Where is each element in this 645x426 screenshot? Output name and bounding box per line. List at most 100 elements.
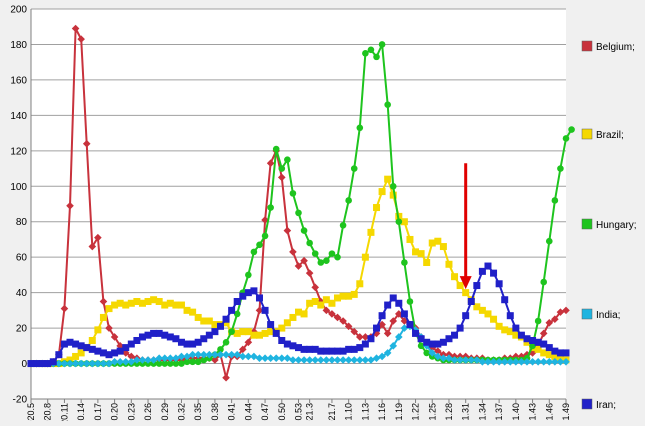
data-point <box>228 306 236 314</box>
data-point <box>205 331 213 339</box>
data-point <box>110 357 119 366</box>
x-tick-label: 2020.5 <box>26 403 36 421</box>
data-point <box>322 347 330 355</box>
data-point <box>373 324 381 332</box>
data-point <box>500 357 509 366</box>
data-point <box>127 340 135 348</box>
data-point <box>60 340 68 348</box>
data-point <box>177 301 185 309</box>
data-point <box>467 298 475 305</box>
data-point <box>540 278 548 286</box>
data-point <box>333 356 342 364</box>
x-tick-label: 2020.11 <box>59 403 69 421</box>
data-point <box>127 352 136 361</box>
data-point <box>501 326 509 334</box>
data-point <box>233 310 241 318</box>
data-point <box>250 352 258 361</box>
data-point <box>105 305 113 313</box>
data-point <box>150 296 158 304</box>
data-point <box>439 243 447 251</box>
data-point <box>412 329 420 337</box>
data-point <box>110 333 119 341</box>
data-point <box>350 165 358 172</box>
y-tick-label: 0 <box>21 359 27 370</box>
data-point <box>417 342 425 350</box>
data-point <box>278 165 286 172</box>
data-point <box>328 250 336 257</box>
data-point <box>33 360 41 368</box>
data-point <box>105 359 113 368</box>
data-point <box>133 356 141 364</box>
data-point <box>250 331 258 339</box>
data-point <box>199 350 208 359</box>
x-tick-label: 2021.40 <box>511 403 521 421</box>
legend-label: Hungary; <box>596 220 637 231</box>
data-point <box>272 354 281 363</box>
x-tick-label: 2020.26 <box>143 403 153 421</box>
data-point <box>283 354 292 363</box>
data-point <box>150 329 158 337</box>
data-point <box>83 344 91 352</box>
data-point <box>284 156 291 163</box>
data-point <box>99 297 108 306</box>
data-point <box>88 242 97 251</box>
data-point <box>428 340 436 348</box>
legend-label: Brazil; <box>596 130 624 141</box>
data-point <box>144 298 152 305</box>
legend-swatch <box>581 398 593 410</box>
data-point <box>506 312 514 320</box>
data-point <box>88 359 97 368</box>
x-tick-label: 2021.16 <box>377 403 387 421</box>
x-tick-label: 2020.17 <box>93 403 103 421</box>
x-tick-label: 2020.14 <box>76 403 86 421</box>
legend-item: Belgium; <box>581 40 635 53</box>
data-point <box>306 299 314 307</box>
data-point <box>462 289 470 297</box>
data-point <box>161 360 169 367</box>
data-point <box>27 360 35 368</box>
x-tick-label: 2021.7 <box>327 403 337 421</box>
data-point <box>166 299 174 307</box>
series-india <box>27 322 570 368</box>
data-point <box>495 280 503 288</box>
data-point <box>378 320 386 329</box>
x-tick-label: 2020.41 <box>227 403 237 421</box>
data-point <box>322 356 331 364</box>
y-tick-label: 180 <box>10 40 27 51</box>
data-point <box>60 304 69 313</box>
data-point <box>55 351 63 359</box>
data-point <box>539 329 548 338</box>
legend-swatch <box>581 40 593 52</box>
x-tick-label: 2021.49 <box>561 403 571 421</box>
data-point <box>334 294 342 302</box>
data-point <box>278 337 286 344</box>
data-point <box>38 360 46 368</box>
data-point <box>278 324 286 332</box>
data-point <box>233 329 241 337</box>
data-point <box>345 292 353 300</box>
data-point <box>305 356 314 364</box>
data-point <box>105 351 113 359</box>
data-point <box>77 349 85 357</box>
data-point <box>339 356 347 364</box>
data-point <box>528 357 537 366</box>
data-point <box>356 333 364 341</box>
data-point <box>217 346 224 353</box>
data-point <box>228 328 235 335</box>
data-point <box>66 201 74 210</box>
x-tick-label: 2020.8 <box>43 403 53 421</box>
data-point <box>350 327 359 336</box>
data-point <box>127 357 136 366</box>
data-point <box>77 342 85 350</box>
data-point <box>406 298 414 305</box>
data-point <box>445 260 453 268</box>
data-point <box>534 338 542 346</box>
data-point <box>72 340 80 348</box>
data-point <box>266 159 275 168</box>
data-point <box>116 357 124 366</box>
arrow-head <box>459 276 472 290</box>
data-point <box>434 347 442 355</box>
data-point <box>99 349 107 357</box>
data-point <box>238 352 247 361</box>
data-point <box>540 349 548 357</box>
